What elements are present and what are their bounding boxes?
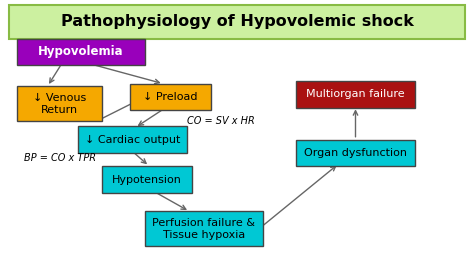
FancyBboxPatch shape xyxy=(296,81,415,108)
Text: CO = SV x HR: CO = SV x HR xyxy=(187,116,255,126)
FancyBboxPatch shape xyxy=(130,84,211,110)
Text: BP = CO x TPR: BP = CO x TPR xyxy=(24,153,96,163)
Text: ↓ Venous
Return: ↓ Venous Return xyxy=(33,93,86,115)
FancyBboxPatch shape xyxy=(17,39,145,65)
Text: ↓ Cardiac output: ↓ Cardiac output xyxy=(85,135,181,145)
FancyBboxPatch shape xyxy=(102,166,192,193)
Text: Perfusion failure &
Tissue hypoxia: Perfusion failure & Tissue hypoxia xyxy=(152,218,255,240)
FancyBboxPatch shape xyxy=(17,86,102,121)
Text: Pathophysiology of Hypovolemic shock: Pathophysiology of Hypovolemic shock xyxy=(61,14,413,30)
FancyBboxPatch shape xyxy=(296,140,415,166)
Text: Organ dysfunction: Organ dysfunction xyxy=(304,148,407,158)
FancyBboxPatch shape xyxy=(9,5,465,39)
Text: ↓ Preload: ↓ Preload xyxy=(144,92,198,102)
FancyBboxPatch shape xyxy=(78,126,187,153)
FancyBboxPatch shape xyxy=(145,211,263,246)
Text: Hypovolemia: Hypovolemia xyxy=(38,45,123,58)
Text: Hypotension: Hypotension xyxy=(112,174,182,185)
Text: Multiorgan failure: Multiorgan failure xyxy=(306,89,405,99)
